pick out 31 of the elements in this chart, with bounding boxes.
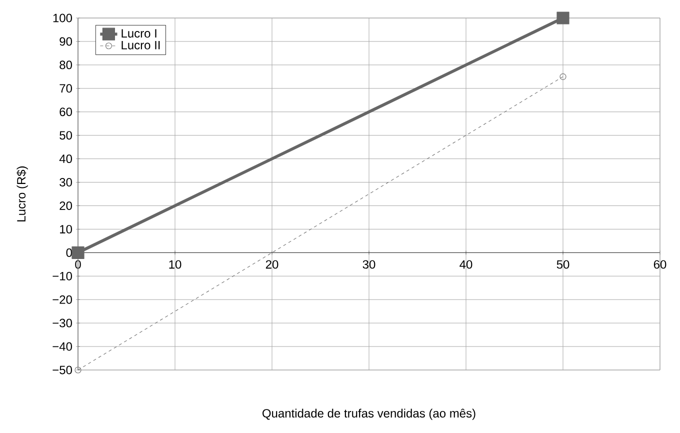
y-tick-label: 100	[53, 14, 72, 22]
point	[74, 366, 82, 374]
x-axis-title: Quantidade de trufas vendidas (ao mês)	[262, 408, 476, 420]
x-tick-label: 10	[169, 260, 182, 269]
y-tick-label: −10	[52, 272, 72, 280]
y-tick-label: −40	[52, 342, 72, 351]
x-tick-label: 0	[75, 260, 81, 269]
x-tick-label: 50	[556, 260, 570, 269]
y-tick-label: 50	[60, 131, 72, 140]
y-tick-label: 90	[60, 37, 72, 46]
legend-label: Lucro II	[122, 40, 160, 50]
y-axis-title: Lucro (R$)	[16, 166, 28, 222]
y-tick-label: 70	[60, 84, 72, 93]
y-tick-label: 80	[60, 60, 72, 70]
y-tick-label: −30	[52, 318, 72, 328]
x-tick-label: 30	[362, 260, 376, 269]
y-tick-label: 60	[60, 108, 72, 116]
y-tick-label: −50	[52, 366, 72, 374]
y-tick-label: 40	[59, 154, 72, 164]
y-tick-label: 30	[60, 178, 72, 186]
point	[560, 73, 566, 80]
point	[556, 12, 570, 24]
x-tick-label: 20	[266, 260, 278, 269]
y-tick-label: 20	[60, 201, 72, 210]
y-tick-label: 10	[60, 224, 72, 234]
point	[72, 246, 84, 259]
y-tick-label: 0	[66, 248, 72, 257]
y-tick-label: −20	[52, 295, 72, 304]
legend-label: Lucro I	[122, 29, 156, 38]
x-tick-label: 60	[654, 260, 666, 269]
x-tick-label: 40	[460, 260, 472, 269]
